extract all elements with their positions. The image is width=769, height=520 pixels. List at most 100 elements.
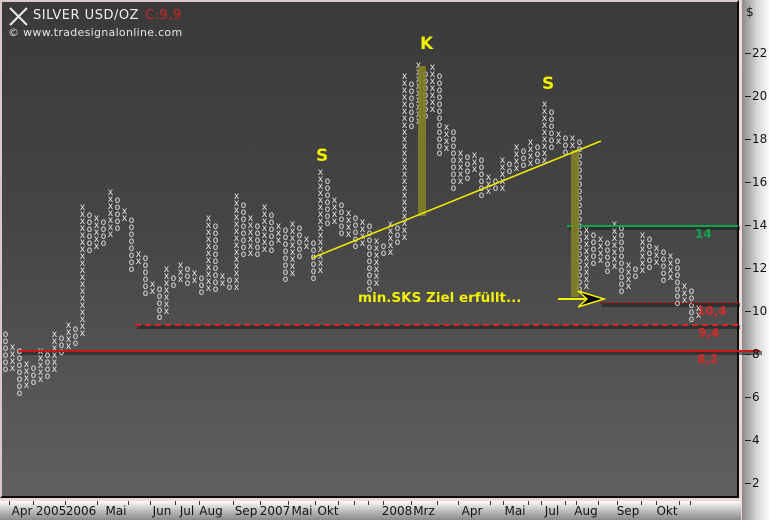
pf-column-x: x x x x x <box>37 346 44 385</box>
x-axis-label: 2007 <box>259 504 291 518</box>
pf-column-o: o o <box>380 241 387 259</box>
pf-column-o: o o o o o <box>590 230 597 269</box>
pf-column-x: x x x <box>681 281 688 306</box>
pf-column-x: x x x <box>485 172 492 197</box>
y-axis-tick <box>745 440 751 441</box>
x-axis-tick <box>617 501 618 505</box>
y-axis-label: 12 <box>752 261 768 275</box>
x-axis-tick <box>338 501 339 505</box>
pf-column-o: o o o o <box>44 350 51 382</box>
pf-column-o: o o o o o o o o o <box>450 127 457 194</box>
y-axis-label: 6 <box>752 390 760 404</box>
pf-column-x: x x x x x x <box>247 213 254 259</box>
annotation-head: K <box>420 34 434 54</box>
x-axis-label: Sep <box>234 504 258 518</box>
pf-column-o: o o o o o <box>352 213 359 252</box>
pf-column-o: o o <box>492 176 499 194</box>
pf-column-x: x x x x <box>527 137 534 169</box>
y-axis-strip <box>741 0 769 520</box>
y-axis-tick <box>745 225 751 226</box>
pf-column-o: o o <box>170 273 177 291</box>
pf-column-x: x x x x x <box>499 155 506 194</box>
x-axis-tick <box>199 501 200 505</box>
pf-column-o: o o <box>632 264 639 282</box>
pf-column-o: o o o <box>394 223 401 248</box>
symbol-name: SILVER USD/OZ <box>33 8 139 23</box>
x-axis-tick <box>690 501 691 505</box>
pf-column-x: x x x x x x x x x <box>583 225 590 292</box>
x-axis-label: 2008 <box>381 504 413 518</box>
y-axis-tick <box>745 53 751 54</box>
pf-column-x: x x x x x x x x x x x x x x x x x x x x … <box>401 71 408 243</box>
pf-column-o: o o o o o <box>156 284 163 323</box>
x-axis-label: Okt <box>656 504 678 518</box>
price-line-label: 9,4 <box>698 326 720 340</box>
pf-column-x: x x x <box>471 150 478 175</box>
pf-column-x: x x x x x x x x x x x x x x x <box>317 167 324 276</box>
price-line-8-2 <box>18 350 760 352</box>
y-axis-label: 2 <box>752 476 760 490</box>
pf-column-o: o o o o o o <box>268 210 275 256</box>
pf-column-x: x x <box>135 249 142 267</box>
price-line-shadow <box>137 325 740 329</box>
pf-column-o: o o o <box>520 146 527 171</box>
x-axis-tick <box>541 501 542 505</box>
pf-column-x: x x x x x x x x <box>289 219 296 279</box>
x-axis-label: Mai <box>504 504 526 518</box>
x-axis-tick <box>97 501 98 505</box>
pf-column-x: x x x x x x x x x x x x x x x x x x x <box>79 202 86 339</box>
pf-column-x: x x x x <box>443 122 450 154</box>
x-axis-label: Sep <box>616 504 640 518</box>
x-axis-tick <box>490 501 491 505</box>
pf-column-x: x x x x <box>345 208 352 240</box>
pf-column-x: x x <box>121 206 128 224</box>
pf-column-o: o o o o o o <box>310 238 317 284</box>
x-axis-tick <box>656 501 657 505</box>
pf-column-x: x x x x x <box>93 213 100 252</box>
tradesignal-x-icon <box>9 7 28 26</box>
x-axis-tick <box>576 501 577 505</box>
y-axis-tick <box>745 96 751 97</box>
pf-column-x: x x x x x <box>387 219 394 258</box>
x-axis-tick <box>315 501 316 505</box>
pf-column-x: x x x x x x x <box>429 62 436 115</box>
pf-column-o: o o o o o o <box>478 155 485 201</box>
y-axis-tick <box>745 483 751 484</box>
y-axis-tick <box>745 311 751 312</box>
pf-column-o: o o o o o <box>688 286 695 325</box>
y-axis-tick <box>745 139 751 140</box>
pf-column-x: x x x x x x <box>639 230 646 276</box>
price-line-9-4 <box>135 324 738 326</box>
pf-column-o: o o o o <box>464 152 471 184</box>
pf-column-o: o o o o o o <box>86 210 93 256</box>
pf-column-o: o o <box>506 159 513 177</box>
pf-column-x: x x x <box>177 260 184 285</box>
y-axis-tick <box>745 182 751 183</box>
x-axis-tick <box>354 501 355 505</box>
pf-column-x: x x <box>555 129 562 147</box>
pf-column-o: o o o <box>58 333 65 358</box>
highlight-bar-head-drop <box>418 66 426 216</box>
y-axis-label: 20 <box>752 89 768 103</box>
x-axis-label: Jul <box>179 504 195 518</box>
pf-column-o: o o o o o <box>254 221 261 260</box>
pf-column-x: x x x x x x x <box>611 219 618 272</box>
pf-column-o: o o o o o o o o o o <box>212 221 219 295</box>
x-axis-tick <box>528 501 529 505</box>
x-axis-tick <box>679 501 680 505</box>
pf-column-x: x x <box>191 268 198 286</box>
y-axis-tick <box>745 268 751 269</box>
pf-column-x: x x <box>569 133 576 151</box>
y-axis-unit: $ <box>746 5 754 19</box>
pf-column-x: x x x x x x x x x x x <box>205 213 212 294</box>
x-axis-tick <box>175 501 176 505</box>
pf-column-o: o o o o <box>100 217 107 249</box>
price-line-label: 14 <box>695 227 712 241</box>
x-axis-tick <box>65 501 66 505</box>
pf-column-x: x x <box>303 234 310 252</box>
pf-column-o: o o o o o o o o o o <box>618 223 625 297</box>
y-axis-tick <box>745 354 751 355</box>
pf-column-o: o o <box>226 275 233 293</box>
price-line-14 <box>567 225 738 227</box>
